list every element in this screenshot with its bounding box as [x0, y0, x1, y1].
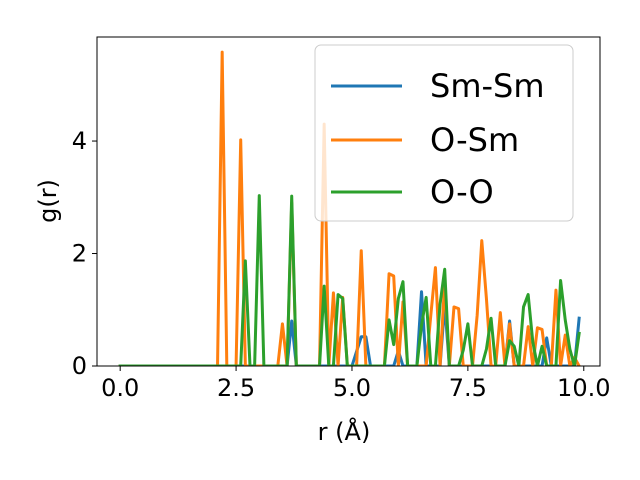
legend-label-2: O-O	[430, 173, 494, 211]
series-layer	[118, 50, 581, 366]
plot-frame	[96, 36, 601, 367]
series-line-0	[118, 290, 581, 366]
x-tick-label: 5.0	[333, 374, 371, 402]
legend-label-1: O-Sm	[430, 121, 519, 159]
x-tick-label: 2.5	[217, 374, 255, 402]
series-line-2	[118, 194, 581, 366]
legend-box	[314, 44, 574, 222]
series-line-1	[118, 50, 581, 366]
x-tick-label: 10.0	[557, 374, 610, 402]
y-tick-label: 4	[72, 127, 87, 155]
x-tick-label: 7.5	[449, 374, 487, 402]
y-tick-label: 2	[72, 240, 87, 268]
y-axis-label: g(r)	[34, 179, 62, 223]
y-tick-label: 0	[72, 352, 87, 380]
x-axis-label: r (Å)	[318, 417, 371, 446]
legend: Sm-Sm O-Sm O-O	[314, 44, 574, 222]
axis-layer: 0.0 2.5 5.0 7.5 10.0 0 2 4	[72, 127, 611, 402]
x-tick-label: 0.0	[101, 374, 139, 402]
legend-label-0: Sm-Sm	[430, 67, 545, 105]
